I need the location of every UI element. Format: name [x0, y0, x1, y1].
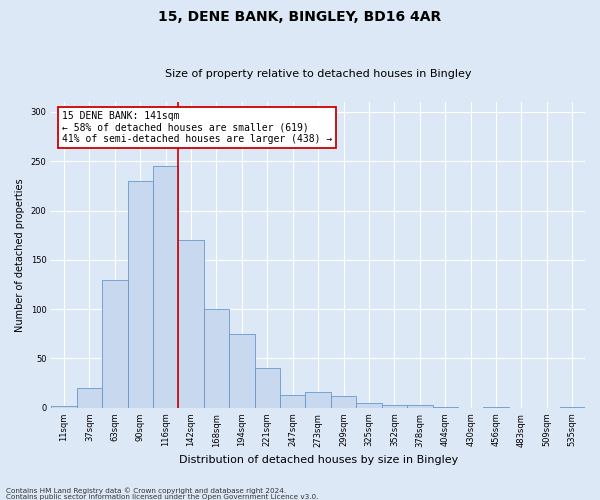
Bar — [128, 181, 153, 408]
Text: 15 DENE BANK: 141sqm
← 58% of detached houses are smaller (619)
41% of semi-deta: 15 DENE BANK: 141sqm ← 58% of detached h… — [62, 111, 332, 144]
Title: Size of property relative to detached houses in Bingley: Size of property relative to detached ho… — [165, 69, 472, 79]
Bar — [178, 240, 204, 408]
Bar — [280, 395, 305, 408]
Bar — [51, 406, 77, 408]
Bar — [204, 309, 229, 408]
Bar — [433, 407, 458, 408]
Bar — [305, 392, 331, 408]
Bar — [153, 166, 178, 408]
Bar — [254, 368, 280, 408]
Bar — [484, 407, 509, 408]
X-axis label: Distribution of detached houses by size in Bingley: Distribution of detached houses by size … — [179, 455, 458, 465]
Bar — [356, 403, 382, 408]
Y-axis label: Number of detached properties: Number of detached properties — [15, 178, 25, 332]
Bar — [382, 405, 407, 408]
Bar — [229, 334, 254, 408]
Text: 15, DENE BANK, BINGLEY, BD16 4AR: 15, DENE BANK, BINGLEY, BD16 4AR — [158, 10, 442, 24]
Bar — [407, 405, 433, 408]
Bar — [331, 396, 356, 408]
Bar — [560, 407, 585, 408]
Bar — [102, 280, 128, 408]
Text: Contains public sector information licensed under the Open Government Licence v3: Contains public sector information licen… — [6, 494, 319, 500]
Text: Contains HM Land Registry data © Crown copyright and database right 2024.: Contains HM Land Registry data © Crown c… — [6, 487, 286, 494]
Bar — [77, 388, 102, 408]
